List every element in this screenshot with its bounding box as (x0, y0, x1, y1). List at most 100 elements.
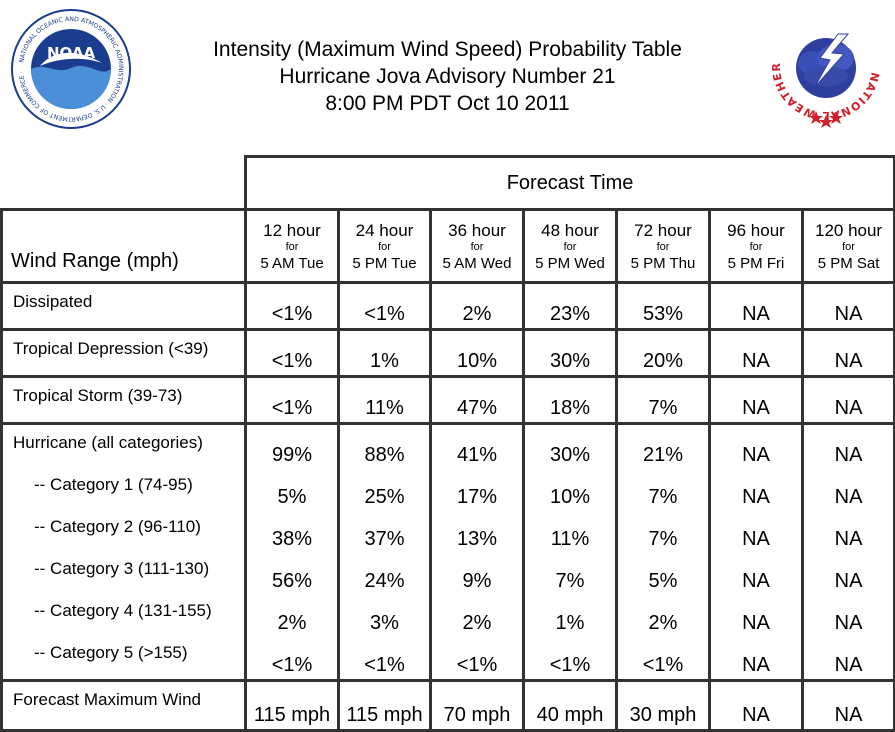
noaa-logo-icon: NATIONAL OCEANIC AND ATMOSPHERIC ADMINIS… (11, 9, 131, 129)
probability-cell: 7% (615, 511, 710, 553)
table-row: Dissipated <1% <1% 2% 23% 53% NA NA (0, 281, 895, 331)
svg-text:NOAA: NOAA (47, 44, 96, 62)
probability-cell: 47% (429, 375, 524, 425)
probability-cell: <1% (615, 637, 710, 682)
probability-cell: 53% (615, 281, 710, 331)
probability-cell: 41% (429, 422, 524, 469)
probability-cell: NA (708, 375, 803, 425)
probability-cell: 2% (429, 595, 524, 637)
probability-cell: NA (800, 469, 895, 511)
column-time: 5 PM Wed (535, 254, 605, 272)
row-label: Forecast Maximum Wind (0, 679, 246, 732)
column-for: for (470, 240, 484, 253)
column-header: 36 hour for 5 AM Wed (429, 208, 524, 283)
probability-cell: 7% (615, 469, 710, 511)
probability-cell: NA (708, 328, 803, 378)
column-header: 120 hour for 5 PM Sat (800, 208, 895, 283)
column-for: for (749, 240, 763, 253)
probability-cell: NA (800, 511, 895, 553)
column-for: for (378, 240, 391, 253)
probability-cell: 1% (522, 595, 617, 637)
table-row: -- Category 4 (131-155) 2% 3% 2% 1% 2% NA NA (0, 595, 895, 637)
advisory-time: 8:00 PM PDT Oct 10 2011 (325, 92, 570, 115)
probability-cell: 56% (244, 553, 339, 595)
probability-cell: NA (800, 281, 895, 331)
probability-cell: 11% (337, 375, 431, 425)
probability-cell: 40 mph (522, 679, 617, 732)
row-label: -- Category 2 (96-110) (0, 511, 246, 553)
column-hours: 120 hour (814, 220, 883, 240)
row-label: -- Category 1 (74-95) (0, 469, 246, 511)
table-title: Intensity (Maximum Wind Speed) Probabili… (213, 38, 682, 61)
probability-cell: NA (708, 679, 803, 732)
empty-corner (2, 157, 246, 210)
probability-cell: 115 mph (244, 679, 339, 732)
probability-cell: NA (708, 511, 803, 553)
probability-cell: 18% (522, 375, 617, 425)
title-block: Intensity (Maximum Wind Speed) Probabili… (150, 36, 745, 117)
table-row: Forecast Maximum Wind 115 mph 115 mph 70 mp… (0, 679, 895, 732)
probability-cell: 7% (522, 553, 617, 595)
probability-cell: NA (800, 328, 895, 378)
column-header: 48 hour for 5 PM Wed (522, 208, 617, 283)
probability-cell: NA (708, 281, 803, 331)
probability-cell: NA (708, 595, 803, 637)
row-label: Tropical Storm (39-73) (0, 375, 246, 425)
probability-cell: NA (800, 553, 895, 595)
probability-cell: <1% (244, 328, 339, 378)
table-row: Tropical Storm (39-73) <1% 11% 47% 18% 7% NA NA (0, 375, 895, 425)
column-hours: 12 hour (263, 220, 321, 240)
column-for: for (656, 240, 670, 253)
column-header: 12 hour for 5 AM Tue (244, 208, 339, 283)
probability-cell: NA (708, 422, 803, 469)
probability-cell: 5% (615, 553, 710, 595)
probability-cell: NA (708, 469, 803, 511)
probability-cell: 20% (615, 328, 710, 378)
probability-cell: 30% (522, 422, 617, 469)
probability-cell: 30 mph (615, 679, 710, 732)
probability-cell: NA (708, 637, 803, 682)
table-row: -- Category 2 (96-110) 38% 37% 13% 11% 7% NA NA (0, 511, 895, 553)
table-row: Tropical Depression (<39) <1% 1% 10% 30% 20% N… (0, 328, 895, 378)
column-time: 5 PM Thu (630, 254, 696, 272)
wind-range-header: Wind Range (mph) (0, 208, 246, 283)
probability-cell: 1% (337, 328, 431, 378)
probability-cell: 3% (337, 595, 431, 637)
row-label: -- Category 4 (131-155) (0, 595, 246, 637)
probability-table: Forecast Time Wind Range (mph) 12 hour fo… (0, 155, 895, 732)
column-time: 5 AM Wed (442, 254, 512, 272)
probability-cell: 25% (337, 469, 431, 511)
row-label: Dissipated (0, 281, 246, 331)
probability-cell: 10% (429, 328, 524, 378)
probability-cell: 11% (522, 511, 617, 553)
probability-cell: 37% (337, 511, 431, 553)
probability-cell: NA (708, 553, 803, 595)
probability-cell: NA (800, 375, 895, 425)
column-hours: 96 hour (727, 220, 785, 240)
probability-cell: <1% (244, 637, 339, 682)
table-row: -- Category 3 (111-130) 56% 24% 9% 7% 5% NA NA (0, 553, 895, 595)
row-label: -- Category 5 (>155) (0, 637, 246, 682)
table-row: -- Category 5 (>155) <1% <1% <1% <1% <1% NA NA (0, 637, 895, 682)
probability-cell: 9% (429, 553, 524, 595)
nws-logo-icon: NATIONAL WEATHER SERVICE (768, 8, 881, 128)
probability-cell: 13% (429, 511, 524, 553)
probability-cell: <1% (522, 637, 617, 682)
table-row: Hurricane (all categories) 99% 88% 41% 30% 21… (0, 422, 895, 469)
row-label: -- Category 3 (111-130) (0, 553, 246, 595)
probability-cell: 30% (522, 328, 617, 378)
column-time: 5 AM Tue (260, 254, 324, 272)
column-hours: 72 hour (634, 220, 692, 240)
row-label: Tropical Depression (<39) (0, 328, 246, 378)
column-header: 96 hour for 5 PM Fri (708, 208, 803, 283)
probability-cell: 23% (522, 281, 617, 331)
probability-cell: 5% (244, 469, 339, 511)
column-time: 5 PM Sat (817, 254, 880, 272)
probability-cell: 115 mph (337, 679, 431, 732)
column-hours: 36 hour (448, 220, 506, 240)
probability-cell: <1% (244, 375, 339, 425)
probability-cell: 99% (244, 422, 339, 469)
column-for: for (563, 240, 577, 253)
probability-cell: 2% (429, 281, 524, 331)
column-time: 5 PM Fri (727, 254, 785, 272)
